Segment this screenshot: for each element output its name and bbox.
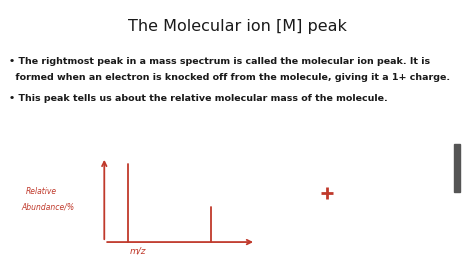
Text: formed when an electron is knocked off from the molecule, giving it a 1+ charge.: formed when an electron is knocked off f… bbox=[9, 73, 451, 82]
Bar bbox=[454, 144, 460, 192]
Text: The Molecular ion [M] peak: The Molecular ion [M] peak bbox=[128, 19, 346, 34]
Text: m/z: m/z bbox=[129, 246, 146, 255]
Text: Relative: Relative bbox=[26, 187, 57, 196]
Text: • This peak tells us about the relative molecular mass of the molecule.: • This peak tells us about the relative … bbox=[9, 94, 388, 103]
Text: Abundance/%: Abundance/% bbox=[21, 203, 74, 212]
Text: • The rightmost peak in a mass spectrum is called the molecular ion peak. It is: • The rightmost peak in a mass spectrum … bbox=[9, 57, 430, 66]
